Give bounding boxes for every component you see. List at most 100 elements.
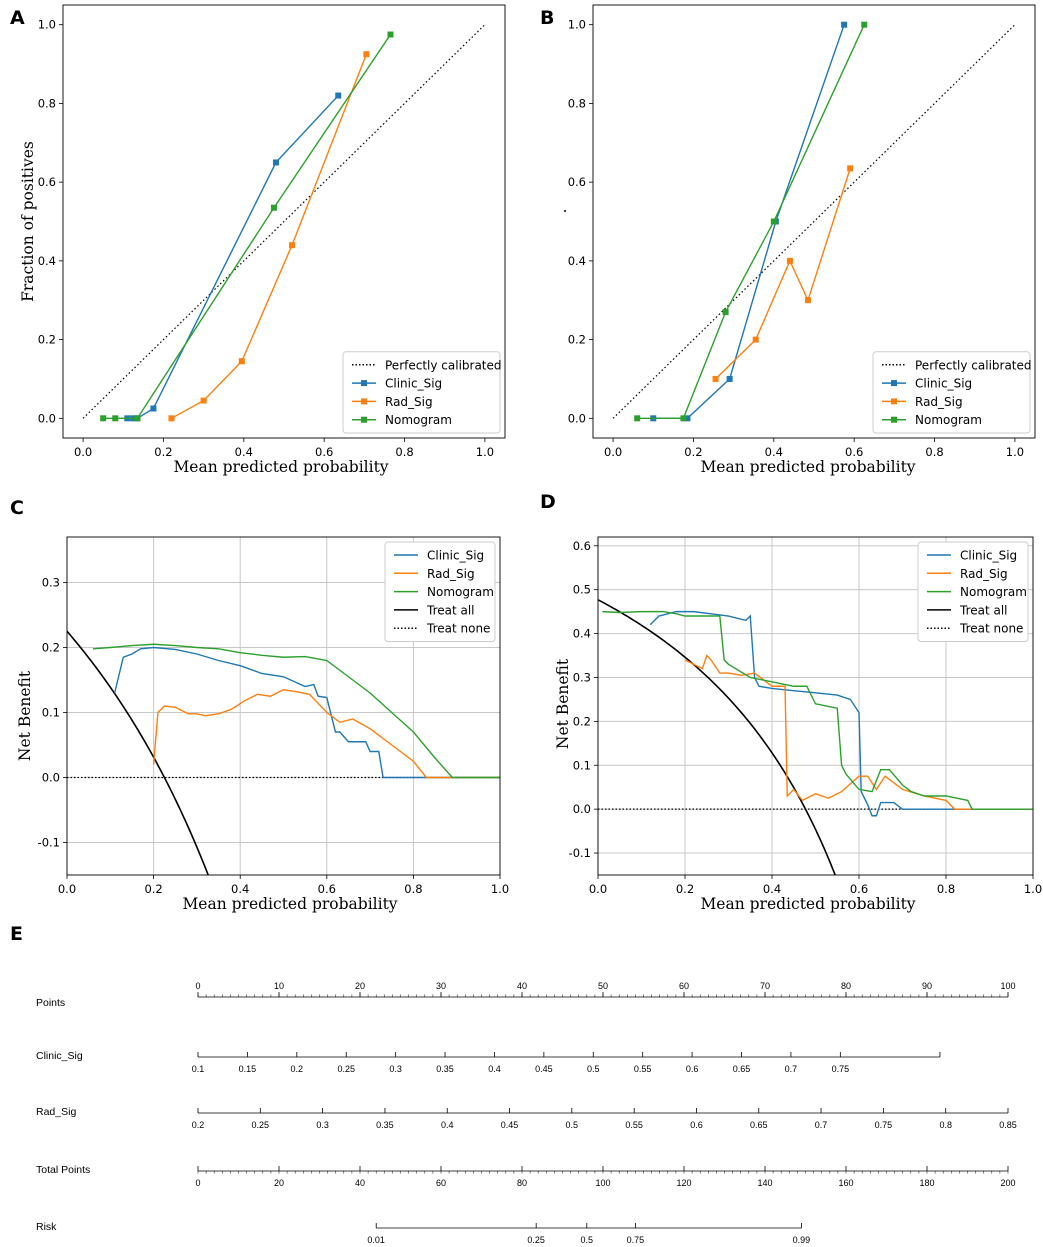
chart-d: 0.0 0.2 0.4 0.6 0.8 1.0 -0.1 0.0 0.1 0.2 0.3 0.4 0.5… — [554, 536, 1042, 913]
nomogram-tick-label-risk: 0.5 — [581, 1235, 594, 1245]
legend-label-b: Nomogram — [915, 413, 982, 427]
nomogram-tick-label-clinic-sig: 0.35 — [436, 1064, 454, 1074]
y-tick-label-a: 0.2 — [38, 333, 56, 347]
x-tick-label-c: 0.2 — [144, 882, 162, 896]
nomogram-tick-label-rad-sig: 0.55 — [625, 1120, 643, 1130]
data-point-clinic-sig-b — [684, 415, 691, 422]
data-point-clinic-sig-a — [335, 92, 342, 99]
chart-c: 0.0 0.2 0.4 0.6 0.8 1.0 -0.1 0.0 0.1 0.2 0.3 Mean p… — [16, 536, 509, 913]
legend-label-b: Perfectly calibrated — [915, 358, 1032, 372]
legend-label-c: Nomogram — [427, 585, 494, 599]
nomogram-tick-label-rad-sig: 0.5 — [566, 1120, 579, 1130]
nomogram-tick-label-clinic-sig: 0.7 — [785, 1064, 798, 1074]
x-tick-label-d: 0.2 — [676, 882, 694, 896]
nomogram-tick-label-total-points: 40 — [355, 1178, 365, 1188]
y-tick-label-a: 0.6 — [38, 175, 56, 189]
legend-label-c: Treat none — [426, 622, 490, 636]
y-tick-label-b: 0.2 — [568, 333, 586, 347]
nomogram-row-label-total-points: Total Points — [36, 1164, 90, 1176]
legend-marker-a — [361, 416, 367, 423]
y-axis-label-a: Fraction of positives — [19, 141, 37, 302]
nomogram-tick-label-total-points: 160 — [838, 1178, 853, 1188]
y-tick-label-c: -0.1 — [38, 836, 60, 850]
nomogram-tick-label-points: 100 — [1000, 981, 1015, 991]
series-line-nomogram-b — [637, 24, 865, 420]
y-tick-label-a: 0.4 — [38, 254, 56, 268]
y-tick-label-b: 0.6 — [568, 175, 586, 189]
plot-area-c — [67, 630, 500, 875]
plot-area-d — [598, 599, 1033, 875]
y-tick-label-c: 0.0 — [42, 771, 60, 785]
nomogram-tick-label-points: 0 — [195, 981, 200, 991]
series-line-rad-sig-c — [152, 689, 500, 779]
nomogram-e: Points 0 10 20 30 40 50 60 70 80 90 100 Clinic_Sig 0.… — [36, 981, 1017, 1245]
nomogram-tick-label-points: 70 — [760, 981, 770, 991]
nomogram-row-label-points: Points — [36, 997, 65, 1009]
chart-b: 0.0 0.2 0.4 0.6 0.8 1.0 0.0 0.2 0.4 0.6 0.8 1.0 Mean… — [564, 4, 1036, 476]
legend-label-b: Rad_Sig — [915, 395, 963, 409]
data-point-rad-sig-a — [363, 51, 370, 58]
y-tick-label-d: 0.2 — [573, 714, 591, 728]
nomogram-tick-label-points: 80 — [841, 981, 851, 991]
nomogram-tick-label-clinic-sig: 0.25 — [337, 1064, 355, 1074]
x-tick-label-a: 1.0 — [476, 445, 494, 459]
legend-marker-a — [361, 380, 367, 387]
data-point-rad-sig-b — [804, 297, 811, 304]
legend-label-a: Clinic_Sig — [385, 377, 442, 391]
y-tick-label-b: 0.4 — [568, 254, 586, 268]
data-point-rad-sig-a — [289, 242, 296, 249]
perfectly-calibrated-line-b — [612, 24, 1016, 419]
x-tick-label-a: 0.2 — [154, 445, 172, 459]
legend-label-d: Treat all — [959, 603, 1008, 617]
y-tick-label-c: 0.2 — [42, 641, 60, 655]
legend-label-c: Treat all — [426, 603, 475, 617]
data-point-nomogram-b — [770, 218, 777, 225]
data-point-rad-sig-b — [786, 257, 793, 264]
nomogram-tick-label-points: 20 — [355, 981, 365, 991]
nomogram-tick-label-total-points: 200 — [1000, 1178, 1015, 1188]
data-point-rad-sig-a — [238, 358, 245, 365]
y-tick-label-c: 0.1 — [42, 706, 60, 720]
x-tick-label-c: 0.8 — [404, 882, 422, 896]
y-tick-label-d: 0.1 — [573, 758, 591, 772]
y-tick-label-b: 0.0 — [568, 411, 586, 425]
x-tick-label-c: 1.0 — [491, 882, 509, 896]
y-tick-label-a: 0.0 — [38, 411, 56, 425]
y-tick-label-d: 0.4 — [573, 627, 591, 641]
nomogram-tick-label-total-points: 20 — [274, 1178, 284, 1188]
x-tick-label-b: 0.2 — [684, 445, 702, 459]
x-tick-label-a: 0.6 — [315, 445, 333, 459]
nomogram-tick-label-total-points: 80 — [517, 1178, 527, 1188]
x-axis-label-b: Mean predicted probability — [700, 458, 915, 476]
nomogram-tick-label-rad-sig: 0.8 — [939, 1120, 952, 1130]
panel-letter-e: E — [10, 923, 23, 945]
plot-frame-b — [592, 4, 1036, 439]
x-tick-label-c: 0.4 — [231, 882, 249, 896]
nomogram-tick-label-clinic-sig: 0.55 — [634, 1064, 652, 1074]
data-point-nomogram-b — [861, 21, 868, 28]
legend-marker-b — [891, 398, 897, 405]
plot-frame-a — [62, 4, 506, 439]
y-tick-label-d: 0.0 — [573, 802, 591, 816]
x-tick-label-b: 0.0 — [604, 445, 622, 459]
x-tick-label-c: 0.6 — [318, 882, 336, 896]
stray-dot-b — [564, 210, 566, 212]
x-axis-label-d: Mean predicted probability — [700, 895, 915, 913]
y-tick-label-d: 0.3 — [573, 670, 591, 684]
x-tick-label-b: 0.4 — [765, 445, 783, 459]
series-line-nomogram-c — [92, 643, 500, 779]
nomogram-row-label-clinic-sig: Clinic_Sig — [36, 1050, 83, 1062]
y-axis-label-c: Net Benefit — [16, 670, 34, 761]
panel-letter-b: B — [540, 7, 554, 29]
nomogram-tick-label-points: 50 — [598, 981, 608, 991]
nomogram-tick-label-rad-sig: 0.65 — [750, 1120, 768, 1130]
y-tick-label-d: 0.6 — [573, 539, 591, 553]
x-tick-label-d: 1.0 — [1024, 882, 1042, 896]
legend-box-c — [384, 541, 496, 642]
nomogram-tick-label-risk: 0.99 — [793, 1235, 811, 1245]
nomogram-tick-label-rad-sig: 0.3 — [316, 1120, 329, 1130]
legend-label-d: Clinic_Sig — [960, 549, 1017, 563]
perfectly-calibrated-line-a — [82, 24, 486, 419]
data-point-nomogram-a — [387, 31, 394, 38]
nomogram-tick-label-total-points: 180 — [919, 1178, 934, 1188]
